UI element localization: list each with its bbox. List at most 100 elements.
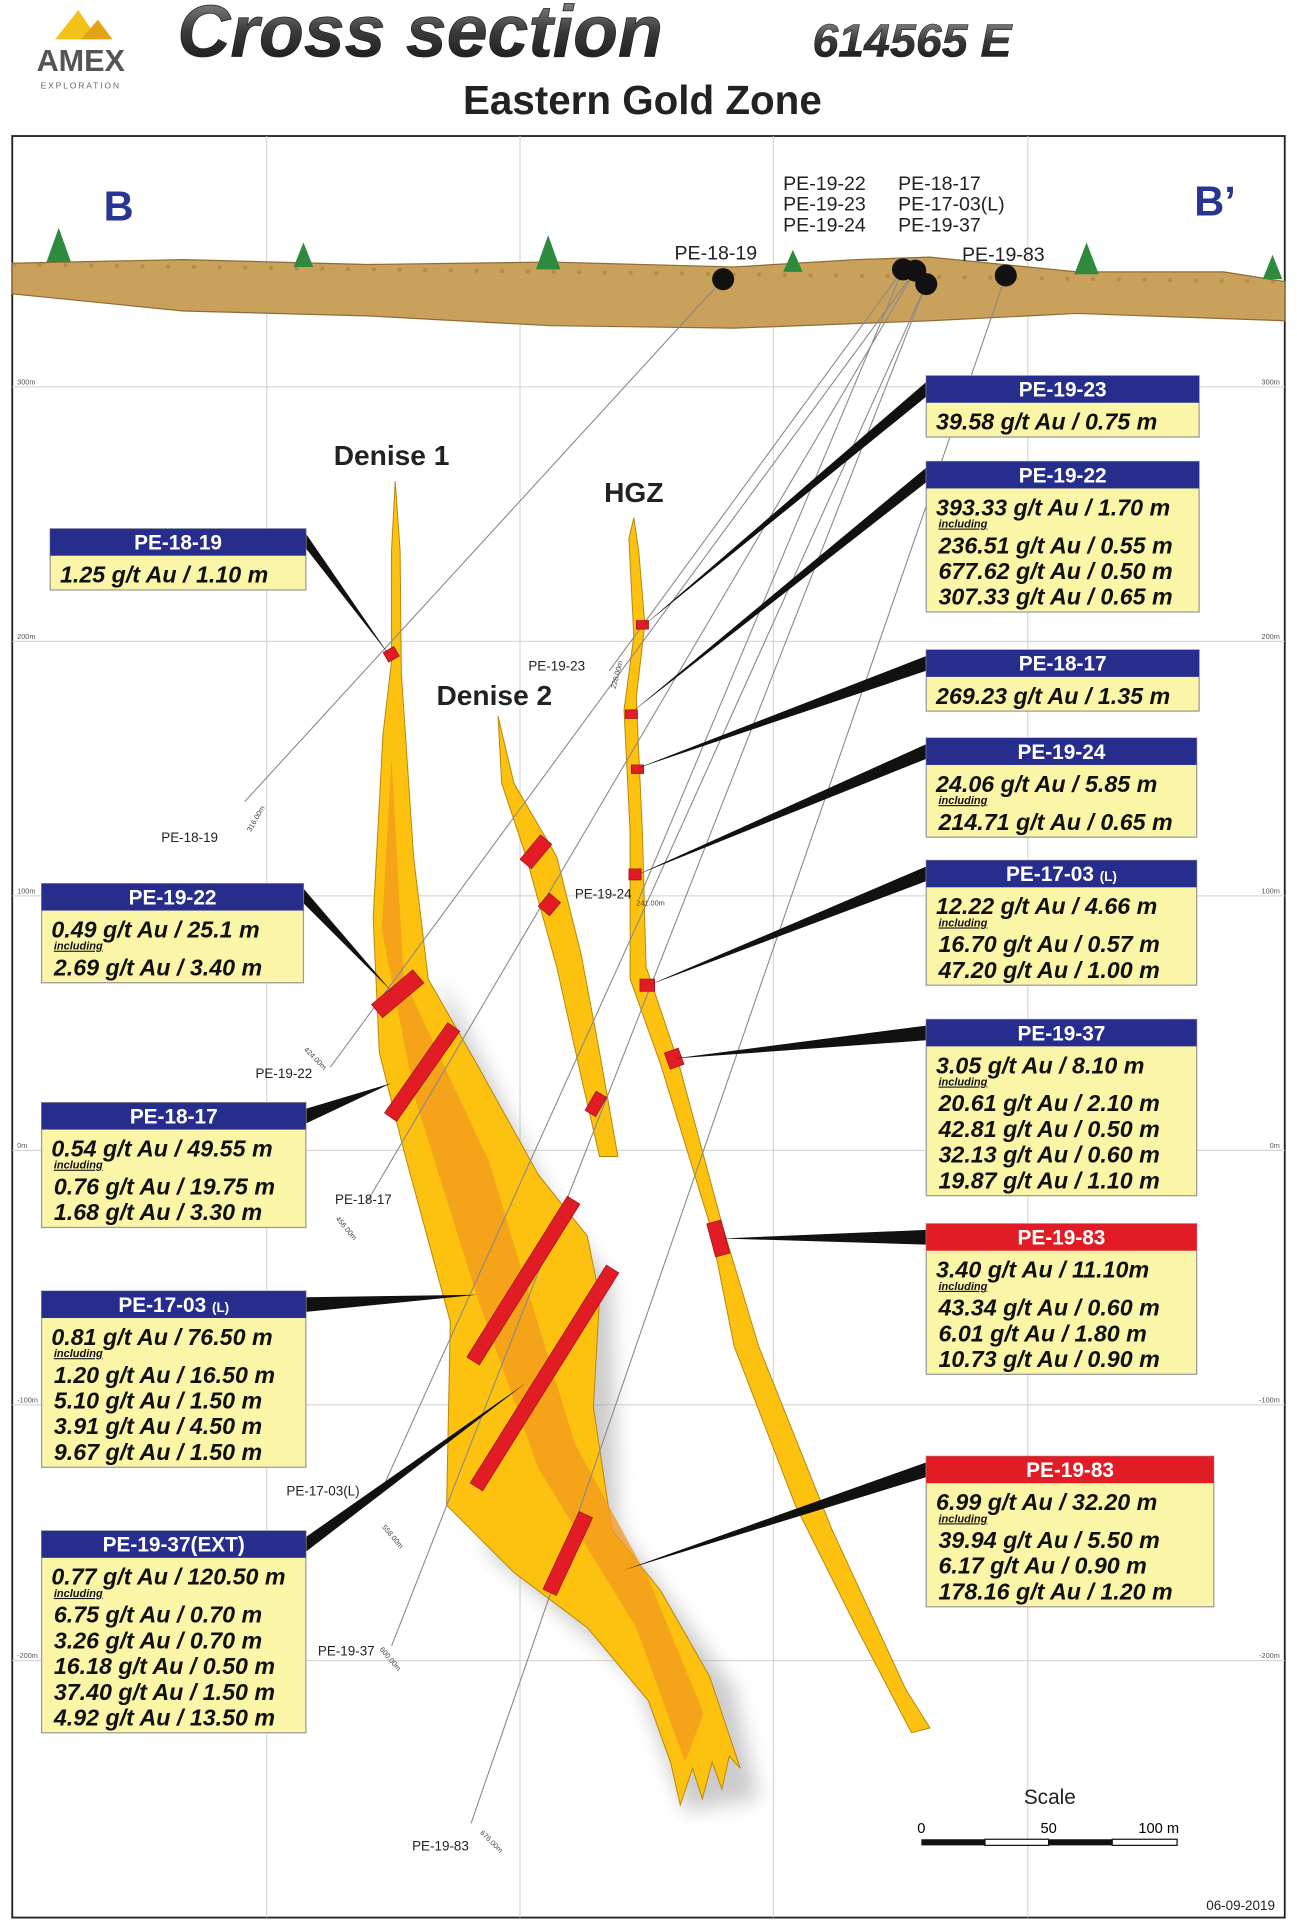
grade-detail: 5.10 g/t Au / 1.50 m [54,1388,262,1414]
hole-id: PE-19-37(EXT) [103,1534,245,1557]
collar-label: PE-18-19 [674,243,757,265]
grade-detail: 43.34 g/t Au / 0.60 m [937,1295,1159,1321]
collars [712,258,1017,296]
trace-label: PE-19-37 [318,1644,375,1659]
depth-label: 241.00m [636,899,665,908]
grade-main: 0.81 g/t Au / 76.50 m [51,1324,272,1350]
scale-tick: 100 m [1138,1821,1179,1837]
trace-label: PE-19-83 [412,1838,469,1853]
scale: Scale 0 50 100 m [917,1786,1179,1846]
leader [648,866,927,986]
elevation-label: 0m [1270,1141,1280,1150]
title: Cross section [177,0,662,72]
grade-detail: 42.81 g/t Au / 0.50 m [937,1116,1159,1142]
grade-detail: 3.26 g/t Au / 0.70 m [54,1627,262,1653]
intercept-box: PE-19-37(EXT) 0.77 g/t Au / 120.50 minclu… [40,1382,527,1734]
grade-detail: 10.73 g/t Au / 0.90 m [938,1346,1159,1372]
date: 06-09-2019 [1206,1898,1275,1913]
subtitle: Eastern Gold Zone [463,77,822,123]
hgz [623,517,931,1734]
grade-detail: 4.92 g/t Au / 13.50 m [53,1704,275,1730]
grade-detail: 236.51 g/t Au / 0.55 m [937,532,1172,558]
grade-main: 0.49 g/t Au / 25.1 m [51,916,259,942]
hole-id: PE-18-19 [134,532,222,555]
hole-id: PE-19-83 [1026,1459,1114,1482]
box-title: PE-19-22 [129,886,217,909]
box-title: PE-19-22 [1019,464,1107,487]
zone-label: Denise 1 [334,440,450,471]
grade-detail: 32.13 g/t Au / 0.60 m [938,1142,1159,1168]
box-header [41,1291,306,1319]
elevation-label: -100m [1259,1395,1280,1404]
grade-main: 1.25 g/t Au / 1.10 m [60,562,268,588]
grade-detail: 6.01 g/t Au / 1.80 m [938,1320,1146,1346]
grade-detail: 6.17 g/t Au / 0.90 m [938,1553,1146,1579]
box-header [926,860,1197,888]
elevation-label: -100m [17,1395,38,1404]
grade-detail: 6.75 g/t Au / 0.70 m [54,1602,262,1628]
intercept-box: PE-19-22 0.49 g/t Au / 25.1 mincluding2.6… [40,883,392,992]
trace-label: PE-19-22 [255,1066,312,1081]
including: including [54,1348,103,1360]
box-title: PE-18-17 [130,1105,218,1128]
box-header [50,528,306,556]
grade-main: 3.40 g/t Au / 11.10m [936,1257,1149,1283]
hole-suffix: (L) [1100,869,1117,884]
including: including [938,1513,987,1525]
zone-label: HGZ [604,477,663,508]
grade-detail: 47.20 g/t Au / 1.00 m [937,957,1159,983]
elevation-label: 200m [17,632,35,641]
elevation-label: 100m [17,886,35,895]
grade-detail: 1.68 g/t Au / 3.30 m [54,1199,262,1225]
grade-detail: 214.71 g/t Au / 0.65 m [937,809,1172,835]
hole-id: PE-19-23 [1019,379,1107,402]
trace-label: PE-18-19 [161,830,218,845]
box-header [926,375,1200,403]
leader [721,1229,927,1245]
including: including [938,1281,987,1293]
hole-id: PE-18-17 [130,1105,218,1128]
grade-detail: 39.94 g/t Au / 5.50 m [938,1527,1159,1553]
grade-detail: 677.62 g/t Au / 0.50 m [938,558,1172,584]
grade-detail: 19.87 g/t Au / 1.10 m [938,1167,1159,1193]
box-header [926,1019,1197,1047]
intercept-marks [371,620,731,1596]
box-header [41,883,304,911]
intercept-box: PE-17-03 (L) 12.22 g/t Au / 4.66 mincludi… [648,859,1198,986]
intercept-box: PE-17-03 (L) 0.81 g/t Au / 76.50 mincludi… [40,1290,478,1468]
elevation-label: -200m [1259,1651,1280,1660]
box-header [926,1456,1214,1484]
hole-id: PE-19-24 [1018,741,1106,764]
box-title: PE-19-23 [1019,379,1107,402]
hole-id: PE-19-22 [129,886,217,909]
grade-detail: 0.76 g/t Au / 19.75 m [54,1173,275,1199]
box-body [40,1290,307,1468]
zone-label: Denise 2 [436,680,552,711]
elevation-label: -200m [17,1651,38,1660]
collar-label: PE-19-23 [783,194,866,216]
box-header [41,1102,306,1130]
box-title: PE-17-03 (L) [118,1294,229,1317]
including: including [938,795,987,807]
box-header [926,461,1200,489]
collar-label: PE-18-17 [898,173,981,195]
scale-tick: 50 [1040,1821,1056,1837]
elevation-label: 0m [17,1141,27,1150]
grade-main: 393.33 g/t Au / 1.70 m [936,494,1170,520]
including: including [54,1588,103,1600]
leader [624,1462,927,1571]
grade-main: 24.06 g/t Au / 5.85 m [935,771,1157,797]
leader [672,1025,927,1059]
hole-id: PE-19-83 [1018,1227,1106,1250]
hole-id: PE-17-03 [118,1294,206,1317]
trace-label: PE-18-17 [335,1192,392,1207]
including: including [54,941,103,953]
section-end-left: B [104,182,134,229]
grade-detail: 307.33 g/t Au / 0.65 m [938,584,1172,610]
grade-detail: 1.20 g/t Au / 16.50 m [54,1362,275,1388]
